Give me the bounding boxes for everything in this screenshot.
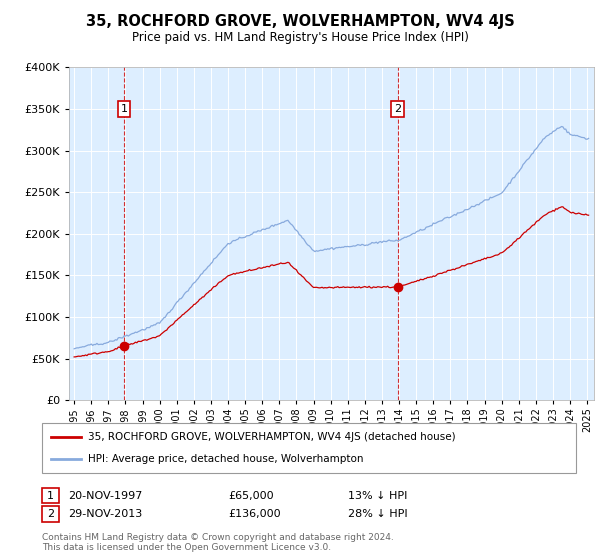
Text: Price paid vs. HM Land Registry's House Price Index (HPI): Price paid vs. HM Land Registry's House … [131,31,469,44]
Text: 29-NOV-2013: 29-NOV-2013 [68,509,142,519]
Text: This data is licensed under the Open Government Licence v3.0.: This data is licensed under the Open Gov… [42,543,331,552]
Text: 1: 1 [47,491,54,501]
Text: 35, ROCHFORD GROVE, WOLVERHAMPTON, WV4 4JS: 35, ROCHFORD GROVE, WOLVERHAMPTON, WV4 4… [86,14,514,29]
Text: £136,000: £136,000 [228,509,281,519]
Text: Contains HM Land Registry data © Crown copyright and database right 2024.: Contains HM Land Registry data © Crown c… [42,533,394,542]
Text: 13% ↓ HPI: 13% ↓ HPI [348,491,407,501]
Text: HPI: Average price, detached house, Wolverhampton: HPI: Average price, detached house, Wolv… [88,454,364,464]
Text: 28% ↓ HPI: 28% ↓ HPI [348,509,407,519]
Text: 2: 2 [394,104,401,114]
Text: 20-NOV-1997: 20-NOV-1997 [68,491,142,501]
Text: £65,000: £65,000 [228,491,274,501]
Text: 35, ROCHFORD GROVE, WOLVERHAMPTON, WV4 4JS (detached house): 35, ROCHFORD GROVE, WOLVERHAMPTON, WV4 4… [88,432,456,442]
Text: 2: 2 [47,509,54,519]
Text: 1: 1 [121,104,128,114]
